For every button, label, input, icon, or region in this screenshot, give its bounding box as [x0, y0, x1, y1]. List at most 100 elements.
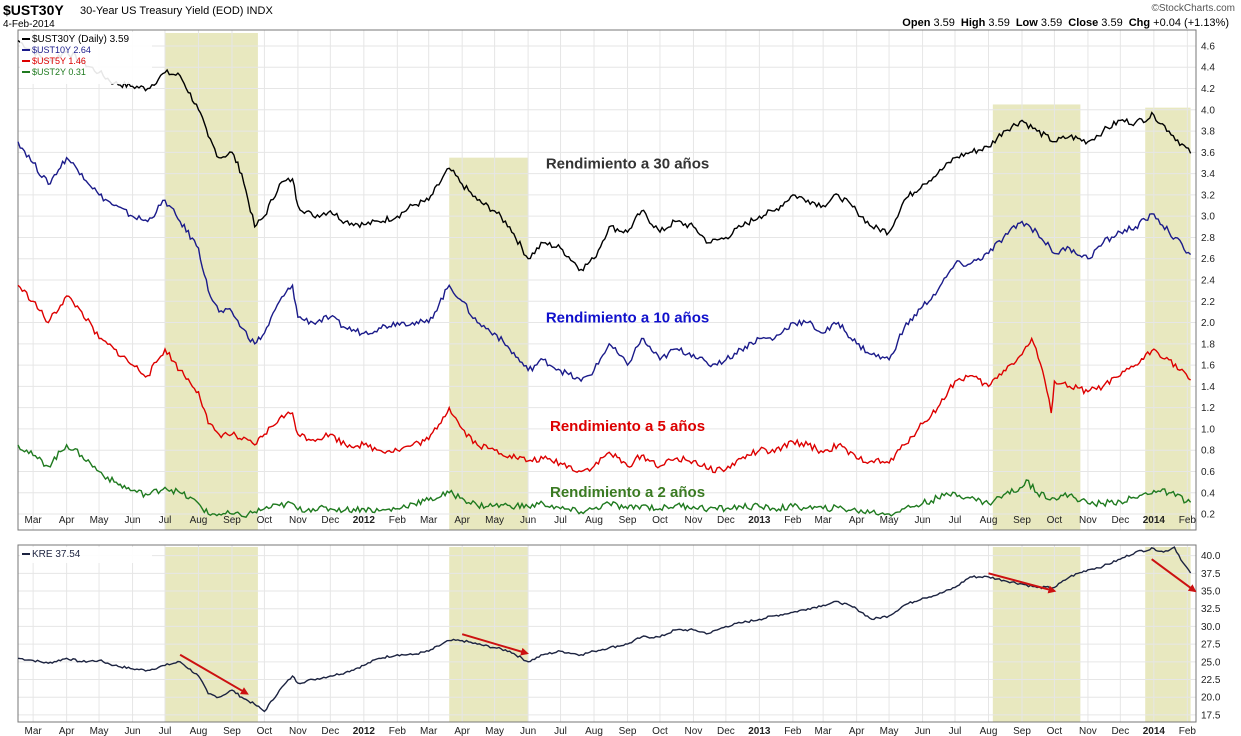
yield-y-tick-label: 2.6 [1201, 254, 1215, 265]
yield-y-tick-label: 1.8 [1201, 339, 1215, 350]
yield-annotation-label: Rendimiento a 5 años [550, 418, 705, 435]
kre-x-tick-label: Mar [420, 726, 438, 736]
yield-legend-box [20, 32, 152, 84]
kre-x-tick-label: Feb [784, 726, 802, 736]
kre-x-tick-label: Nov [1079, 726, 1097, 736]
ohlc-label: Close [1068, 17, 1099, 29]
kre-x-tick-label: Apr [454, 726, 470, 736]
yield-x-tick-label: Feb [389, 515, 407, 526]
yield-y-tick-label: 4.2 [1201, 84, 1215, 95]
yield-x-tick-label: Mar [25, 515, 43, 526]
kre-x-tick-label: 2012 [353, 726, 376, 736]
yield-y-tick-label: 0.2 [1201, 510, 1215, 521]
kre-trend-arrow [1151, 558, 1197, 593]
ohlc-readout: Open 3.59 High 3.59 Low 3.59 Close 3.59 Chg … [896, 17, 1229, 29]
yield-x-tick-label: May [90, 515, 109, 526]
kre-x-tick-label: Jul [159, 726, 172, 736]
kre-x-tick-label: Jul [949, 726, 962, 736]
yield-legend-entry: $UST5Y 1.46 [32, 56, 86, 66]
yield-x-tick-label: Jun [124, 515, 140, 526]
yield-y-tick-label: 0.6 [1201, 467, 1215, 478]
yield-x-tick-label: Aug [980, 515, 998, 526]
yield-series-line-ust5y [17, 284, 1191, 474]
kre-trend-arrow [988, 572, 1057, 594]
kre-x-tick-label: Sep [619, 726, 637, 736]
yield-x-tick-label: 2014 [1143, 515, 1166, 526]
yield-y-tick-label: 4.4 [1201, 63, 1215, 74]
yield-series-line-ust2y [17, 443, 1192, 518]
kre-x-tick-label: Dec [717, 726, 735, 736]
yield-y-tick-label: 1.6 [1201, 361, 1215, 372]
kre-x-tick-label: Dec [1111, 726, 1129, 736]
yield-x-tick-label: Oct [257, 515, 273, 526]
ohlc-label: Chg [1128, 17, 1151, 29]
kre-series-line-kre [17, 546, 1192, 713]
yield-annotation-label: Rendimiento a 2 años [550, 484, 705, 501]
kre-x-tick-label: Aug [585, 726, 603, 736]
yield-y-tick-label: 1.0 [1201, 424, 1215, 435]
yield-x-tick-label: May [880, 515, 899, 526]
yield-y-tick-label: 2.0 [1201, 318, 1215, 329]
ohlc-label: High [960, 17, 986, 29]
yield-x-tick-label: Oct [652, 515, 668, 526]
kre-y-tick-label: 17.5 [1201, 710, 1221, 721]
kre-x-tick-label: Nov [289, 726, 307, 736]
yield-x-tick-label: Mar [420, 515, 438, 526]
yield-y-tick-label: 3.4 [1201, 169, 1215, 180]
yield-x-tick-label: Nov [1079, 515, 1097, 526]
kre-y-tick-label: 20.0 [1201, 693, 1221, 704]
yield-x-tick-label: Dec [1111, 515, 1129, 526]
kre-x-tick-label: Jul [554, 726, 567, 736]
yield-y-tick-label: 2.4 [1201, 276, 1215, 287]
kre-x-tick-label: May [90, 726, 109, 736]
yield-x-tick-label: Aug [190, 515, 208, 526]
symbol-title: $UST30Y [3, 2, 64, 18]
yield-legend-entry: $UST10Y 2.64 [32, 45, 91, 55]
yield-x-tick-label: Dec [321, 515, 339, 526]
brand-watermark: ©StockCharts.com [1151, 3, 1235, 14]
kre-x-tick-label: Feb [1179, 726, 1197, 736]
yield-y-tick-label: 1.4 [1201, 382, 1215, 393]
kre-x-tick-label: Oct [1047, 726, 1063, 736]
yield-y-tick-label: 4.0 [1201, 105, 1215, 116]
yield-x-tick-label: Apr [849, 515, 865, 526]
kre-highlight-band [1145, 547, 1191, 722]
yield-y-tick-label: 2.8 [1201, 233, 1215, 244]
kre-x-tick-label: Oct [652, 726, 668, 736]
ohlc-label: Open [902, 17, 931, 29]
yield-y-tick-label: 4.6 [1201, 41, 1215, 52]
yield-x-tick-label: Sep [1013, 515, 1031, 526]
yield-x-tick-label: Feb [1179, 515, 1197, 526]
kre-y-tick-label: 22.5 [1201, 675, 1221, 686]
kre-y-tick-label: 27.5 [1201, 640, 1221, 651]
kre-plot-border [17, 544, 1197, 723]
kre-x-tick-label: Apr [849, 726, 865, 736]
kre-x-tick-label: May [485, 726, 504, 736]
yield-x-tick-label: Oct [1047, 515, 1063, 526]
yield-x-tick-label: 2012 [353, 515, 376, 526]
symbol-description: 30-Year US Treasury Yield (EOD) INDX [80, 5, 273, 17]
kre-x-tick-label: Sep [1013, 726, 1031, 736]
yield-highlight-band [164, 33, 258, 530]
kre-x-tick-label: Aug [980, 726, 998, 736]
kre-x-tick-label: Feb [389, 726, 407, 736]
yield-x-tick-label: Dec [717, 515, 735, 526]
yield-x-tick-label: Jul [159, 515, 172, 526]
kre-legend-entry: KRE 37.54 [32, 549, 81, 560]
yield-x-tick-label: Apr [454, 515, 470, 526]
yield-y-tick-label: 3.6 [1201, 148, 1215, 159]
yield-highlight-band [1145, 107, 1191, 530]
kre-x-tick-label: Sep [223, 726, 241, 736]
ohlc-value: 3.59 [930, 17, 955, 29]
yield-x-tick-label: Nov [289, 515, 307, 526]
yield-x-tick-label: Jun [915, 515, 931, 526]
yield-y-tick-label: 0.4 [1201, 488, 1215, 499]
kre-y-tick-label: 35.0 [1201, 587, 1221, 598]
yield-y-tick-label: 0.8 [1201, 446, 1215, 457]
kre-x-tick-label: Mar [25, 726, 43, 736]
kre-y-tick-label: 25.0 [1201, 657, 1221, 668]
yield-legend-entry: $UST2Y 0.31 [32, 67, 86, 77]
yield-x-tick-label: Jun [520, 515, 536, 526]
kre-x-tick-label: Jun [520, 726, 536, 736]
